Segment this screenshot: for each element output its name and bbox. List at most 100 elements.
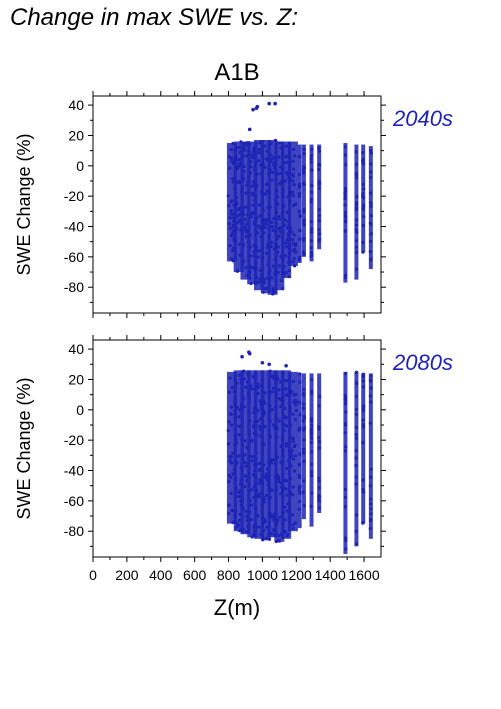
panel-period-label: 2040s <box>392 106 453 131</box>
scatter-point <box>251 203 255 207</box>
scatter-column <box>281 141 292 279</box>
scatter-point <box>343 153 347 157</box>
scatter-point <box>369 222 373 226</box>
scatter-point <box>309 429 313 433</box>
scatter-point <box>262 219 266 224</box>
scatter-point <box>270 488 274 492</box>
scatter-point <box>226 442 231 446</box>
scatter-point <box>277 155 281 159</box>
x-tick-label: 0 <box>89 567 97 583</box>
x-tick-label: 1000 <box>247 567 278 583</box>
scatter-point <box>361 224 365 228</box>
scatter-point <box>253 161 258 166</box>
scatter-point <box>275 426 279 430</box>
scatter-point <box>229 209 233 213</box>
scatter-point <box>270 157 274 161</box>
scatter-point <box>344 396 348 400</box>
scatter-point <box>343 220 348 224</box>
scatter-point <box>288 226 293 231</box>
scatter-outlier <box>267 101 271 106</box>
scatter-point <box>309 200 313 204</box>
scatter-point <box>354 425 358 430</box>
scatter-point <box>290 172 294 176</box>
scatter-point <box>264 222 268 226</box>
scatter-point <box>242 146 246 150</box>
scatter-point <box>261 424 265 428</box>
scatter-point <box>291 412 295 416</box>
scatter-point <box>241 153 245 158</box>
scatter-point <box>361 441 365 445</box>
scatter-point <box>309 419 314 423</box>
scatter-point <box>343 190 347 195</box>
scatter-point <box>262 500 266 504</box>
scatter-column <box>274 370 285 542</box>
scatter-column <box>281 370 292 539</box>
scatter-point <box>293 202 298 206</box>
scatter-point <box>361 207 365 212</box>
scatter-point <box>234 462 238 466</box>
scatter-point <box>281 510 285 514</box>
scatter-point <box>301 170 306 174</box>
scatter-point <box>317 425 321 429</box>
scatter-point <box>270 220 274 224</box>
scatter-point <box>234 148 238 152</box>
scatter-point <box>227 390 231 394</box>
scatter-point <box>227 222 231 226</box>
scatter-point <box>298 413 302 417</box>
scatter-point <box>369 204 373 208</box>
scatter-point <box>255 216 259 220</box>
scatter-point <box>233 520 237 524</box>
scatter-point <box>234 196 238 200</box>
scatter-point <box>302 253 306 257</box>
scatter-point <box>227 454 232 459</box>
scatter-point <box>288 199 292 203</box>
scatter-point <box>243 439 247 443</box>
scatter-point <box>369 400 373 404</box>
scatter-point <box>237 158 241 162</box>
scatter-point <box>248 276 252 280</box>
scatter-point <box>244 234 248 239</box>
scatter-point <box>261 164 265 168</box>
scatter-point <box>354 464 358 468</box>
scatter-point <box>317 506 322 510</box>
scatter-point <box>354 176 359 180</box>
x-tick-label: 800 <box>217 567 241 583</box>
scatter-point <box>280 438 285 442</box>
scatter-point <box>317 162 321 166</box>
scatter-point <box>276 475 281 479</box>
scatter-point <box>354 162 358 166</box>
scatter-point <box>229 212 233 216</box>
scatter-column <box>226 371 237 524</box>
scatter-point <box>283 218 287 222</box>
scatter-point <box>361 478 365 482</box>
scatter-point <box>281 167 285 171</box>
scatter-point <box>257 461 262 466</box>
scatter-point <box>283 530 287 534</box>
scatter-column <box>233 370 244 532</box>
scatter-point <box>229 491 233 495</box>
scatter-point <box>231 177 235 181</box>
scatter-point <box>287 256 291 260</box>
scatter-point <box>317 494 321 498</box>
scatter-point <box>368 378 372 382</box>
scatter-point <box>250 156 255 160</box>
scatter-point <box>287 224 291 228</box>
scatter-point <box>257 424 262 428</box>
scatter-point <box>270 408 274 412</box>
scatter-point <box>268 159 273 164</box>
scatter-outlier <box>247 351 252 356</box>
scatter-point <box>298 488 302 493</box>
x-tick-label: 200 <box>115 567 139 583</box>
scatter-point <box>290 448 294 452</box>
scatter-point <box>257 151 261 155</box>
scatter-point <box>292 182 296 187</box>
scatter-point <box>361 250 365 254</box>
scatter-point <box>293 154 297 158</box>
scatter-point <box>234 238 238 242</box>
scatter-point <box>344 445 348 449</box>
scatter-point <box>268 496 272 500</box>
scatter-point <box>264 251 269 256</box>
scatter-point <box>293 264 297 268</box>
x-tick-label: 400 <box>149 567 173 583</box>
scatter-point <box>264 493 269 498</box>
